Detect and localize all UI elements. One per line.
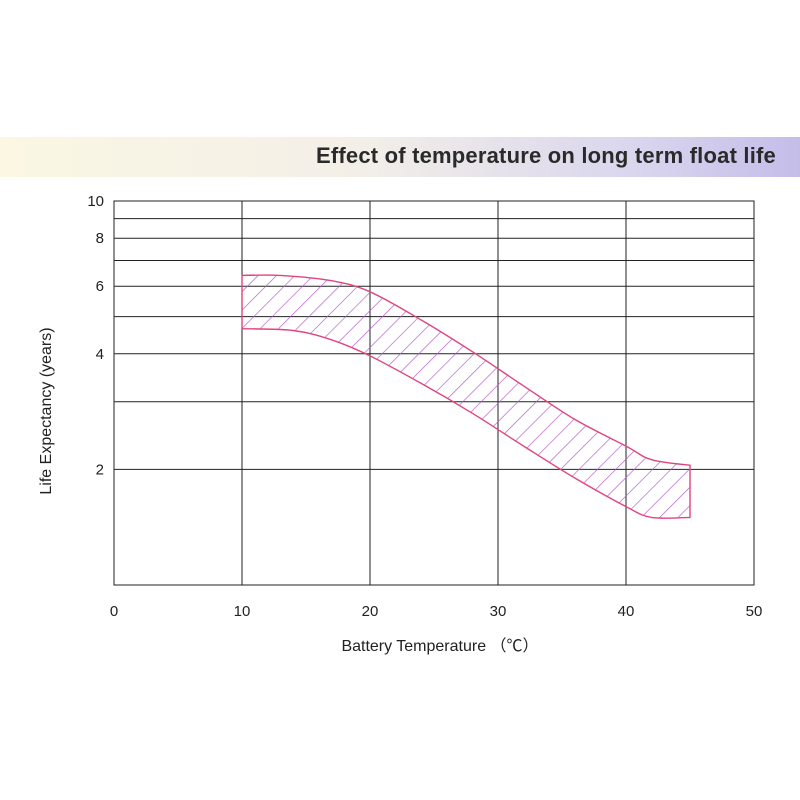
life-band: [241, 274, 691, 519]
y-tick-label: 8: [96, 230, 104, 247]
chart-title: Effect of temperature on long term float…: [315, 143, 776, 168]
x-axis-label: Battery Temperature （℃）: [341, 637, 538, 655]
x-tick-label: 50: [746, 603, 763, 620]
y-tick-label: 10: [87, 193, 104, 210]
plot-frame: [113, 200, 755, 586]
grid: [113, 200, 755, 586]
y-tick-label: 6: [96, 278, 104, 295]
y-tick-label: 2: [96, 461, 104, 478]
x-tick-label: 10: [234, 603, 251, 620]
y-axis-label: Life Expectancy (years): [38, 327, 55, 494]
x-tick-label: 30: [490, 603, 507, 620]
title-bar: Effect of temperature on long term float…: [0, 137, 800, 177]
tick-labels: 0 10 20 30 40 50 2 4 6 8 10: [87, 193, 762, 620]
life-band-area: [241, 274, 691, 519]
x-tick-label: 0: [110, 603, 118, 620]
y-tick-label: 4: [96, 346, 104, 363]
x-tick-label: 40: [618, 603, 635, 620]
x-tick-label: 20: [362, 603, 379, 620]
